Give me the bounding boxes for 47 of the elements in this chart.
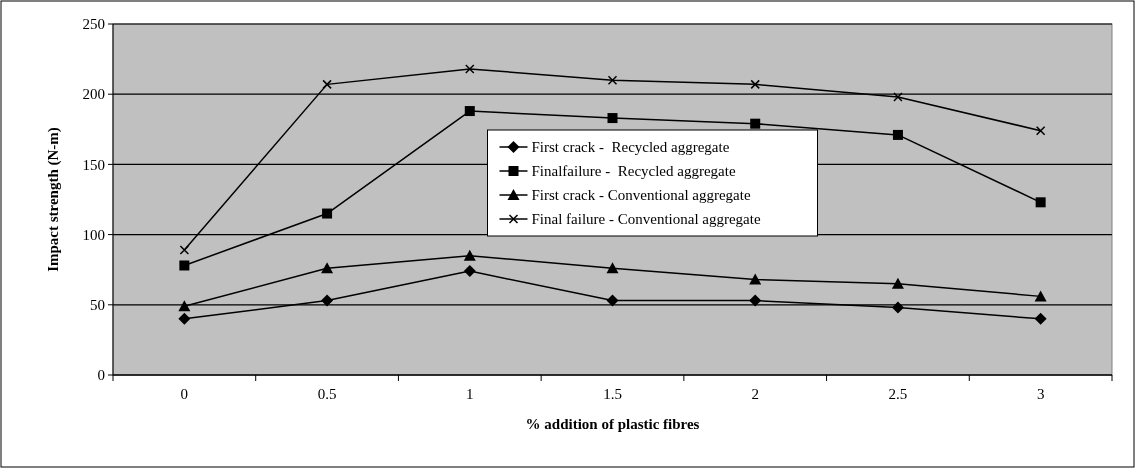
point [750, 79, 760, 90]
point [750, 118, 761, 129]
point [463, 265, 476, 278]
point [322, 79, 332, 90]
x-tick-label: 2 [751, 386, 759, 402]
point [179, 260, 190, 271]
point [893, 92, 903, 102]
y-tick-label: 200 [82, 86, 105, 103]
x-tick-label: 0 [180, 386, 189, 402]
point [321, 262, 334, 274]
y-tick-label: 0 [97, 367, 105, 384]
y-tick-label: 150 [82, 156, 105, 173]
point [178, 300, 191, 312]
y-tick-label: 50 [90, 297, 105, 314]
x-tick-label: 3 [1036, 386, 1045, 402]
point [322, 208, 333, 219]
point [606, 262, 619, 274]
point [606, 294, 619, 307]
point [891, 277, 904, 289]
legend-label: First crack - Recycled aggregate [531, 139, 730, 156]
point [321, 294, 334, 307]
point [1035, 197, 1046, 208]
y-axis-title: Impact strength (N-m) [45, 127, 62, 272]
point [179, 245, 190, 255]
point [607, 75, 618, 85]
x-tick-label: 0.5 [317, 386, 337, 402]
x-tick-label: 1 [466, 386, 474, 402]
point [464, 106, 475, 117]
point [749, 294, 762, 307]
point [178, 312, 191, 325]
point [607, 113, 618, 124]
point [1035, 125, 1046, 136]
point [463, 249, 476, 261]
legend-label: First crack - Conventional aggregate [531, 187, 751, 204]
point [1034, 290, 1047, 302]
x-tick-label: 2.5 [888, 386, 908, 402]
point [465, 64, 475, 74]
legend-label: Final failure - Conventional aggregate [531, 211, 761, 228]
x-axis-title: % addition of plastic fibres [525, 416, 700, 432]
y-tick-label: 100 [82, 226, 105, 243]
point [892, 129, 903, 140]
point [891, 301, 904, 314]
legend-label: Finalfailure - Recycled aggregate [531, 163, 736, 180]
y-tick-label: 250 [82, 16, 105, 33]
point [1034, 312, 1047, 325]
x-tick-label: 1.5 [603, 386, 622, 402]
point [749, 273, 762, 285]
